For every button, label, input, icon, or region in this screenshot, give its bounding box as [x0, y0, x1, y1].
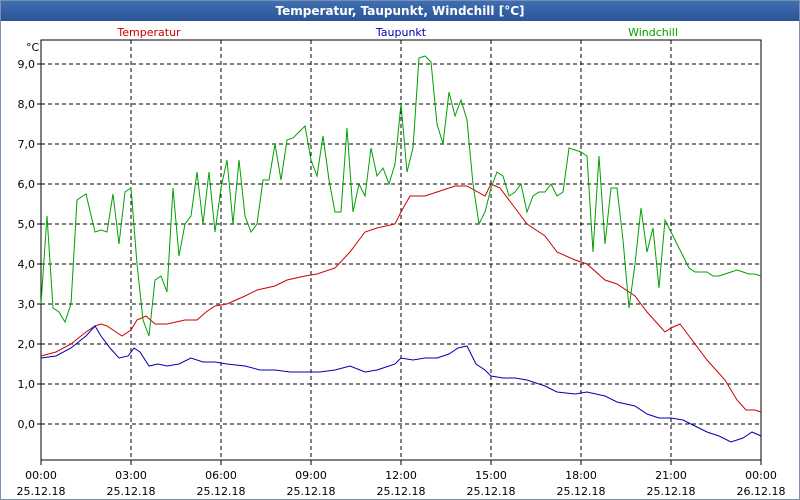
chart: 0,0 1,0 2,0 3,0 4,0 5,0 6,0 7,0 8,0 9,0 00:00 25.12… [17, 26, 786, 498]
x-tick-time: 21:00 [655, 469, 687, 482]
x-tick-time: 18:00 [565, 469, 597, 482]
legend-entry-taupunkt: Taupunkt [375, 26, 427, 39]
y-tick-label: 6,0 [18, 178, 36, 191]
x-tick-date: 25.12.18 [377, 485, 426, 498]
x-tick-date: 25.12.18 [647, 485, 696, 498]
y-tick-label: 4,0 [18, 258, 36, 271]
x-tick-date: 25.12.18 [287, 485, 336, 498]
y-axis-label: °C [26, 41, 40, 54]
x-tick-date: 25.12.18 [107, 485, 156, 498]
y-tick-label: 2,0 [18, 338, 36, 351]
y-tick-label: 5,0 [18, 218, 36, 231]
x-tick-date: 25.12.18 [557, 485, 606, 498]
x-tick-date: 25.12.18 [197, 485, 246, 498]
x-tick-time: 15:00 [475, 469, 507, 482]
x-tick-time: 12:00 [385, 469, 417, 482]
legend-entry-temperatur: Temperatur [116, 26, 181, 39]
x-tick-date: 26.12.18 [737, 485, 786, 498]
y-tick-label: 7,0 [18, 138, 36, 151]
legend: Temperatur Taupunkt Windchill [116, 26, 678, 39]
x-tick-time: 00:00 [745, 469, 777, 482]
y-tick-label: 3,0 [18, 298, 36, 311]
y-tick-label: 9,0 [18, 58, 36, 71]
x-tick-time: 09:00 [295, 469, 327, 482]
series-line-temperatur [40, 183, 762, 413]
y-tick-label: 1,0 [18, 378, 36, 391]
legend-entry-windchill: Windchill [628, 26, 678, 39]
axis-ticks: 0,0 1,0 2,0 3,0 4,0 5,0 6,0 7,0 8,0 9,0 00:00 25.12… [17, 58, 786, 498]
series-line-windchill [40, 55, 762, 337]
x-tick-time: 00:00 [25, 469, 57, 482]
x-tick-date: 25.12.18 [17, 485, 66, 498]
x-tick-time: 06:00 [205, 469, 237, 482]
series-lines [40, 55, 762, 443]
window-title: Temperatur, Taupunkt, Windchill [°C] [1, 1, 799, 21]
series-line-taupunkt [40, 325, 762, 443]
y-tick-label: 0,0 [18, 418, 36, 431]
x-tick-time: 03:00 [115, 469, 147, 482]
y-tick-label: 8,0 [18, 98, 36, 111]
x-tick-date: 25.12.18 [467, 485, 516, 498]
